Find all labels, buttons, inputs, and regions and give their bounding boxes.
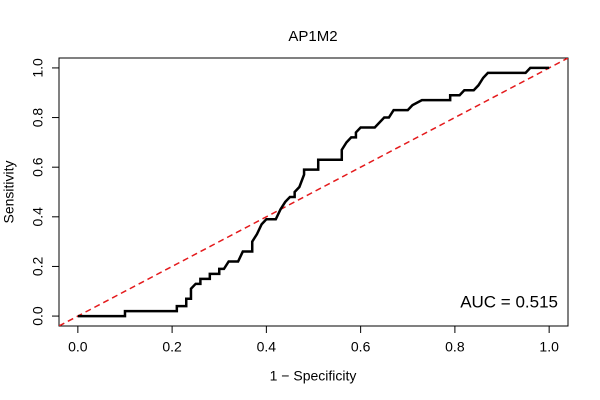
x-tick-label: 0.0 xyxy=(68,339,88,355)
plot-frame xyxy=(58,57,569,327)
x-axis-label: 1 − Specificity xyxy=(270,368,357,384)
y-tick-label: 0.4 xyxy=(30,207,46,227)
x-tick-label: 0.4 xyxy=(257,339,277,355)
x-tick-label: 1.0 xyxy=(539,339,559,355)
chart-title: AP1M2 xyxy=(288,28,337,45)
y-tick-label: 0.8 xyxy=(30,108,46,128)
y-tick-label: 0.0 xyxy=(30,306,46,326)
roc-curve xyxy=(77,66,550,318)
y-axis-label: Sensitivity xyxy=(1,160,17,223)
x-tick-label: 0.6 xyxy=(351,339,371,355)
reference-line xyxy=(59,58,568,326)
x-tick-label: 0.2 xyxy=(162,339,182,355)
y-tick-label: 0.6 xyxy=(30,157,46,177)
x-tick-label: 0.8 xyxy=(445,339,465,355)
y-tick-label: 0.2 xyxy=(30,257,46,277)
auc-annotation: AUC = 0.515 xyxy=(460,292,558,311)
y-tick-label: 1.0 xyxy=(30,58,46,78)
